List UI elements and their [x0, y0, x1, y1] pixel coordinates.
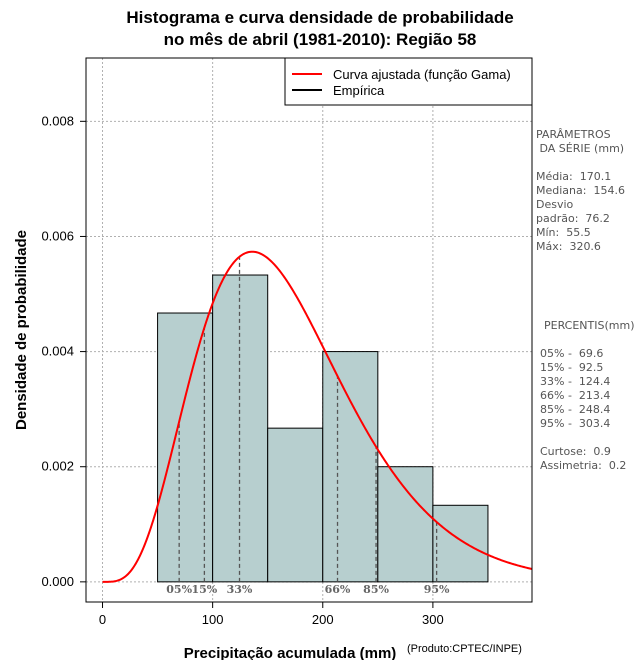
- chart-title-line1: Histograma e curva densidade de probabil…: [126, 8, 514, 27]
- stat-mediana: Mediana: 154.6: [536, 184, 625, 197]
- chart-title-line2: no mês de abril (1981-2010): Região 58: [163, 30, 477, 49]
- percentile-85: 85% - 248.4: [540, 403, 611, 416]
- percentile-33: 33% - 124.4: [540, 375, 611, 388]
- parameters-panel: PARÂMETROS DA SÉRIE (mm) Média: 170.1 Me…: [536, 128, 625, 254]
- x-tick-label: 0: [99, 612, 106, 627]
- percentile-66: 66% - 213.4: [540, 389, 611, 402]
- percentile-label: 15%: [191, 583, 217, 596]
- params-title-2: DA SÉRIE (mm): [536, 142, 625, 155]
- stat-curtose: Curtose: 0.9: [540, 445, 611, 458]
- percentiles-panel: PERCENTIS(mm) 05% - 69.6 15% - 92.5 33% …: [540, 319, 635, 473]
- y-tick-label: 0.008: [41, 113, 74, 128]
- stat-max: Máx: 320.6: [536, 240, 601, 253]
- histogram-bar: [212, 274, 269, 583]
- percentile-15: 15% - 92.5: [540, 361, 604, 374]
- stat-min: Mín: 55.5: [536, 226, 591, 239]
- percentis-title: PERCENTIS(mm): [544, 319, 635, 332]
- y-tick-label: 0.006: [41, 228, 74, 243]
- x-tick-label: 100: [202, 612, 224, 627]
- percentile-05: 05% - 69.6: [540, 347, 604, 360]
- x-tick-label: 300: [422, 612, 444, 627]
- percentile-95: 95% - 303.4: [540, 417, 611, 430]
- stat-desvio-1: Desvio: [536, 198, 574, 211]
- legend-box: [284, 57, 533, 106]
- histogram-bar: [377, 466, 434, 583]
- x-axis-label: Precipitação acumulada (mm): [184, 645, 397, 660]
- y-tick-label: 0.002: [41, 459, 74, 474]
- histogram-bar: [157, 312, 214, 583]
- legend-label: Curva ajustada (função Gama): [333, 67, 511, 82]
- gamma-density-curve: [102, 250, 533, 583]
- percentile-label: 66%: [325, 583, 351, 596]
- histogram-bar: [267, 427, 324, 583]
- x-tick-label: 200: [312, 612, 334, 627]
- legend-label: Empírica: [333, 83, 385, 98]
- y-axis-label: Densidade de probabilidade: [13, 230, 30, 430]
- y-tick-label: 0.000: [41, 574, 74, 589]
- stat-assimetria: Assimetria: 0.2: [540, 459, 627, 472]
- percentile-label: 33%: [227, 583, 253, 596]
- stat-desvio-2: padrão: 76.2: [536, 212, 610, 225]
- percentile-label: 85%: [363, 583, 389, 596]
- credit-label: (Produto:CPTEC/INPE): [407, 643, 522, 655]
- stat-media: Média: 170.1: [536, 170, 612, 183]
- percentile-label: 95%: [424, 583, 450, 596]
- params-title-1: PARÂMETROS: [536, 128, 611, 141]
- histogram-bar: [322, 351, 379, 583]
- y-tick-label: 0.004: [41, 344, 74, 359]
- histogram-bar: [432, 504, 489, 583]
- percentile-label: 05%: [166, 583, 192, 596]
